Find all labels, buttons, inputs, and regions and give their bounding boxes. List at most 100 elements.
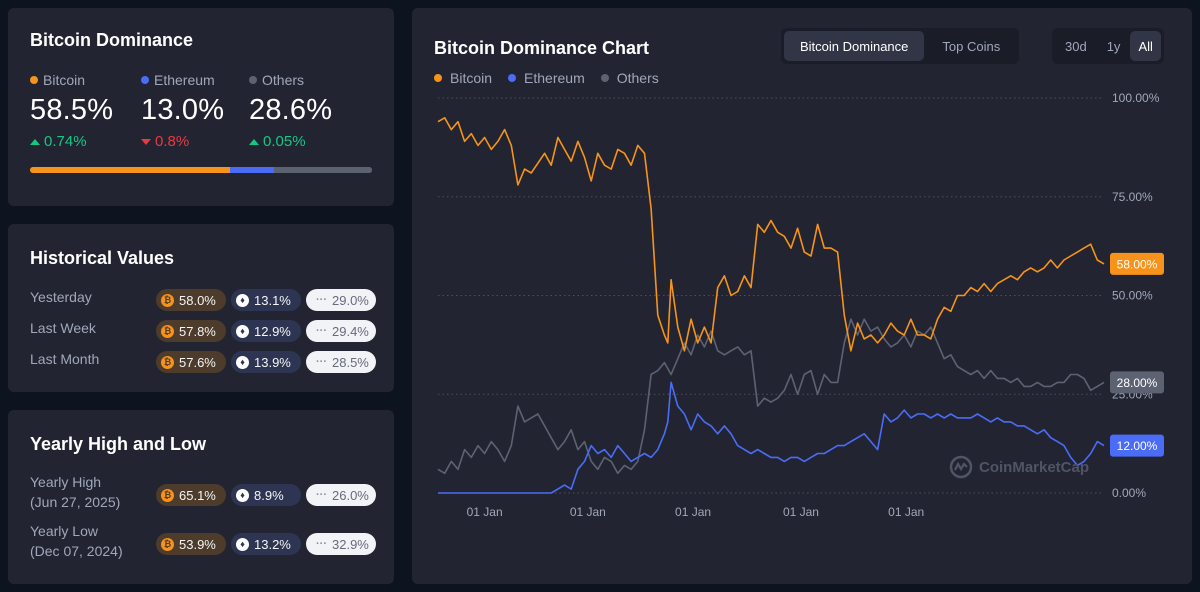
bitcoin-stat: Bitcoin 58.5% 0.74% (30, 70, 113, 150)
ellipsis-icon: ··· (316, 538, 327, 550)
bitcoin-icon: ₿ (161, 293, 174, 307)
eth-value: 13.9% (254, 354, 291, 370)
legend-bitcoin[interactable]: Bitcoin (434, 70, 492, 86)
others-change: 0.05% (263, 133, 306, 150)
eth-pill: ♦ 13.1% (231, 289, 301, 311)
legend-label: Bitcoin (450, 70, 493, 86)
dominance-bar-others (274, 167, 372, 173)
others-value: 29.4% (332, 323, 369, 339)
dominance-bar (30, 167, 372, 173)
triangle-down-icon (141, 138, 151, 145)
btc-value: 57.6% (179, 354, 216, 370)
yearly-row: Yearly Low (Dec 07, 2024) ₿ 53.9% ♦ 13.2% … (30, 523, 376, 559)
ethereum-icon: ♦ (236, 537, 249, 551)
range-30d-button[interactable]: 30d (1065, 38, 1087, 54)
btc-pill: ₿ 58.0% (156, 289, 226, 311)
dominance-bar-bitcoin (30, 167, 230, 173)
others-label: Others (262, 72, 305, 88)
triangle-up-icon (249, 138, 259, 145)
row-label: Yearly Low (Dec 07, 2024) (30, 523, 123, 559)
range-1y-button[interactable]: 1y (1106, 38, 1121, 54)
btc-value: 53.9% (179, 536, 216, 552)
current-value-badge (1110, 252, 1164, 275)
x-tick-label: 01 Jan (675, 505, 711, 519)
btc-pill: ₿ 57.8% (156, 320, 226, 342)
others-pill: ··· 32.9% (306, 533, 376, 555)
y-tick-label: 0.00% (1112, 486, 1146, 500)
coinmarketcap-watermark: CoinMarketCap (949, 455, 1089, 479)
x-tick-label: 01 Jan (783, 505, 819, 519)
btc-pill: ₿ 57.6% (156, 351, 226, 373)
historical-title: Historical Values (30, 248, 175, 268)
eth-value: 13.2% (254, 536, 291, 552)
row-label: Yesterday (30, 289, 92, 305)
dominance-chart: 100.00%75.00%50.00%25.00%0.00%01 Jan 01 J… (437, 91, 1164, 519)
row-label-text: Yearly High (30, 474, 102, 490)
others-stat: Others 28.6% 0.05% (249, 70, 332, 150)
legend-others[interactable]: Others (600, 70, 659, 86)
bitcoin-change: 0.74% (44, 133, 87, 150)
current-value-badge (1110, 434, 1164, 457)
current-value-label: 58.00% (1117, 257, 1158, 271)
chart-tab-switcher: Bitcoin Dominance Top Coins (781, 28, 1020, 64)
ethereum-icon: ♦ (236, 324, 249, 338)
yearly-title: Yearly High and Low (30, 434, 207, 454)
row-label: Yearly High (Jun 27, 2025) (30, 474, 120, 510)
eth-value: 8.9% (254, 487, 284, 503)
historical-row: Last Month ₿ 57.6% ♦ 13.9% ··· 28.5% (30, 351, 376, 373)
others-value: 26.0% (332, 487, 369, 503)
row-label-date: (Dec 07, 2024) (30, 543, 123, 559)
eth-pill: ♦ 12.9% (231, 320, 301, 342)
row-label-date: (Jun 27, 2025) (30, 494, 121, 510)
current-value-label: 12.00% (1117, 439, 1158, 453)
series-line-others (437, 318, 1105, 475)
tab-top-coins[interactable]: Top Coins (942, 38, 1001, 54)
ellipsis-icon: ··· (316, 325, 327, 337)
legend-label: Ethereum (524, 70, 585, 86)
ellipsis-icon: ··· (316, 356, 327, 368)
others-pill: ··· 26.0% (306, 484, 376, 506)
bitcoin-icon: ₿ (161, 355, 174, 369)
others-pill: ··· 29.0% (306, 289, 376, 311)
watermark-text: CoinMarketCap (979, 458, 1090, 476)
tab-bitcoin-dominance[interactable]: Bitcoin Dominance (784, 31, 925, 61)
others-value: 28.6% (249, 94, 333, 126)
series-line-ethereum (438, 381, 1105, 494)
chart-title: Bitcoin Dominance Chart (434, 38, 650, 58)
coinmarketcap-logo-icon (949, 455, 973, 479)
others-value: 28.5% (332, 354, 369, 370)
eth-pill: ♦ 13.2% (231, 533, 301, 555)
ethereum-stat: Ethereum 13.0% 0.8% (141, 70, 224, 150)
bitcoin-dot-icon (434, 74, 442, 82)
btc-value: 58.0% (179, 292, 216, 308)
dominance-bar-ethereum (229, 167, 275, 173)
row-label: Last Month (30, 351, 100, 367)
legend-ethereum[interactable]: Ethereum (508, 70, 585, 86)
bitcoin-value: 58.5% (30, 94, 114, 126)
historical-row: Last Week ₿ 57.8% ♦ 12.9% ··· 29.4% (30, 320, 376, 342)
others-value: 29.0% (332, 292, 369, 308)
ethereum-label: Ethereum (154, 72, 215, 88)
ethereum-value: 13.0% (141, 94, 225, 126)
bitcoin-dot-icon (30, 76, 38, 84)
current-value-badge (1110, 371, 1164, 394)
historical-values-card: Historical Values Yesterday ₿ 58.0% ♦ 13.1… (8, 224, 394, 392)
range-all-button[interactable]: All (1130, 31, 1161, 61)
bitcoin-icon: ₿ (161, 488, 174, 502)
yearly-high-low-card: Yearly High and Low Yearly High (Jun 27,… (8, 410, 394, 584)
ethereum-dot-icon (508, 74, 517, 82)
bitcoin-icon: ₿ (161, 324, 174, 338)
x-tick-label: 01 Jan (888, 505, 924, 519)
chart-legend: Bitcoin Ethereum Others (434, 70, 659, 86)
eth-value: 12.9% (254, 323, 291, 339)
btc-value: 65.1% (179, 487, 216, 503)
x-tick-label: 01 Jan (570, 505, 606, 519)
others-value: 32.9% (332, 536, 369, 552)
eth-pill: ♦ 8.9% (231, 484, 301, 506)
x-tick-label: 01 Jan (467, 505, 503, 519)
y-tick-label: 50.00% (1112, 289, 1153, 303)
ellipsis-icon: ··· (316, 489, 327, 501)
ethereum-icon: ♦ (236, 293, 249, 307)
btc-value: 57.8% (179, 323, 216, 339)
others-dot-icon (249, 76, 257, 84)
